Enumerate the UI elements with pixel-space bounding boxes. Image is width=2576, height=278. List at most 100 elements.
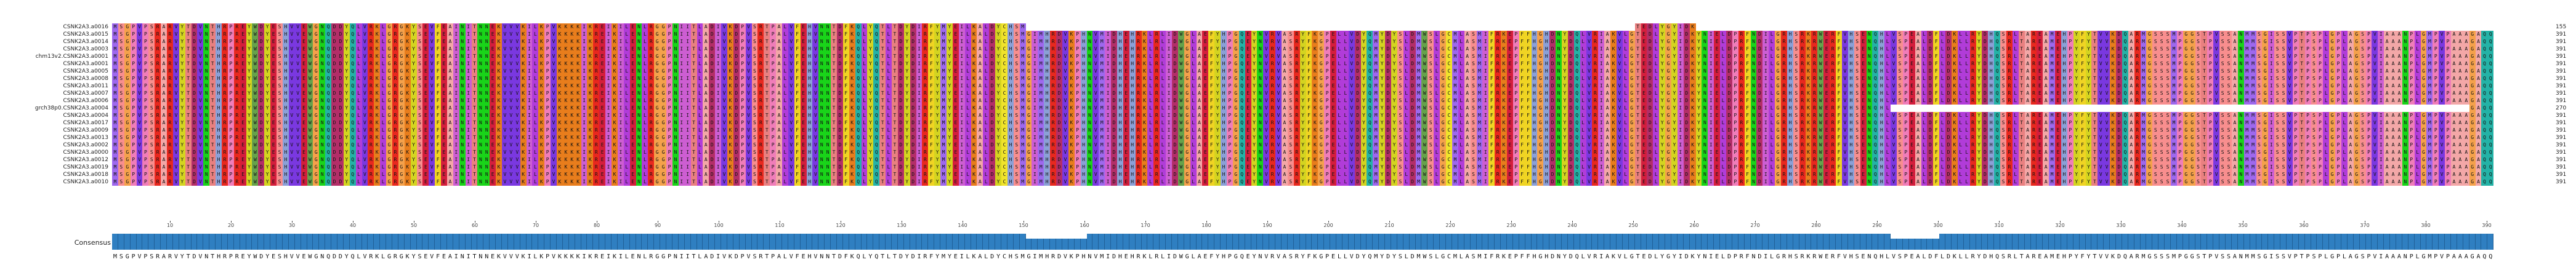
residue-cell[interactable]: I bbox=[1708, 31, 1714, 38]
residue-cell[interactable]: P bbox=[544, 38, 551, 46]
residue-cell[interactable]: R bbox=[1495, 97, 1501, 105]
residue-cell[interactable]: S bbox=[1896, 97, 1903, 105]
residue-cell[interactable]: R bbox=[1799, 68, 1806, 75]
residue-cell[interactable]: N bbox=[672, 38, 679, 46]
residue-cell[interactable]: I bbox=[916, 82, 923, 90]
residue-cell[interactable]: V bbox=[551, 82, 557, 90]
residue-cell[interactable]: N bbox=[319, 112, 326, 119]
residue-cell[interactable]: L bbox=[1342, 60, 1349, 68]
residue-cell[interactable]: E bbox=[301, 75, 307, 82]
residue-cell[interactable]: I bbox=[2268, 97, 2275, 105]
residue-cell[interactable]: S bbox=[2274, 90, 2281, 97]
residue-cell[interactable]: I bbox=[678, 90, 685, 97]
residue-cell[interactable] bbox=[1830, 23, 1836, 31]
residue-cell[interactable]: S bbox=[2152, 90, 2159, 97]
residue-cell[interactable]: V bbox=[1275, 97, 1282, 105]
residue-cell[interactable]: R bbox=[757, 112, 764, 119]
residue-cell[interactable] bbox=[1750, 23, 1757, 31]
residue-cell[interactable]: Y bbox=[947, 97, 953, 105]
residue-cell[interactable]: P bbox=[2176, 31, 2183, 38]
residue-cell[interactable]: K bbox=[568, 75, 575, 82]
residue-cell[interactable]: F bbox=[1525, 60, 1532, 68]
residue-cell[interactable]: A bbox=[776, 97, 782, 105]
residue-cell[interactable]: H bbox=[1878, 75, 1885, 82]
residue-cell[interactable] bbox=[1105, 23, 1112, 31]
residue-cell[interactable]: F bbox=[1306, 97, 1312, 105]
residue-cell[interactable]: I bbox=[453, 75, 459, 82]
residue-cell[interactable]: I bbox=[617, 97, 624, 105]
residue-cell[interactable]: S bbox=[118, 31, 124, 38]
residue-cell[interactable]: E bbox=[1202, 60, 1209, 68]
residue-cell[interactable]: V bbox=[2104, 82, 2110, 90]
residue-cell[interactable]: A bbox=[1915, 38, 1921, 46]
residue-cell[interactable]: K bbox=[496, 60, 502, 68]
residue-cell[interactable]: L bbox=[1336, 68, 1343, 75]
residue-cell[interactable]: E bbox=[629, 23, 636, 31]
residue-cell[interactable]: Y bbox=[410, 53, 417, 60]
residue-cell[interactable]: A bbox=[1196, 46, 1203, 53]
residue-cell[interactable]: P bbox=[2365, 90, 2372, 97]
residue-cell[interactable]: A bbox=[776, 105, 782, 112]
residue-cell[interactable]: Y bbox=[1379, 82, 1386, 90]
residue-cell[interactable]: R bbox=[922, 38, 929, 46]
residue-cell[interactable]: P bbox=[2176, 60, 2183, 68]
residue-cell[interactable]: P bbox=[2317, 68, 2324, 75]
residue-cell[interactable]: S bbox=[1854, 68, 1860, 75]
residue-cell[interactable]: G bbox=[1232, 38, 1239, 46]
residue-cell[interactable]: D bbox=[1567, 97, 1574, 105]
residue-cell[interactable]: P bbox=[770, 68, 777, 75]
residue-cell[interactable]: M bbox=[1452, 105, 1458, 112]
residue-cell[interactable]: V bbox=[507, 68, 514, 75]
residue-cell[interactable]: S bbox=[2256, 60, 2263, 68]
residue-cell[interactable]: D bbox=[258, 68, 265, 75]
residue-cell[interactable]: K bbox=[849, 90, 855, 97]
residue-cell[interactable]: Y bbox=[343, 60, 350, 68]
residue-cell[interactable]: R bbox=[1269, 97, 1276, 105]
residue-cell[interactable]: L bbox=[696, 75, 703, 82]
residue-cell[interactable]: G bbox=[660, 53, 667, 60]
residue-cell[interactable]: M bbox=[1019, 23, 1026, 31]
residue-cell[interactable]: D bbox=[337, 38, 344, 46]
residue-cell[interactable]: I bbox=[605, 90, 612, 97]
residue-cell[interactable]: G bbox=[1537, 97, 1544, 105]
residue-cell[interactable]: I bbox=[684, 97, 691, 105]
residue-cell[interactable]: T bbox=[892, 38, 898, 46]
residue-cell[interactable]: E bbox=[800, 38, 807, 46]
residue-cell[interactable]: A bbox=[2475, 60, 2482, 68]
residue-cell[interactable]: V bbox=[502, 31, 508, 38]
residue-cell[interactable]: G bbox=[1537, 68, 1544, 75]
residue-cell[interactable]: F bbox=[794, 68, 801, 75]
residue-cell[interactable]: D bbox=[1982, 97, 1989, 105]
residue-cell[interactable] bbox=[2250, 23, 2256, 31]
residue-cell[interactable]: L bbox=[1147, 60, 1154, 68]
residue-cell[interactable]: K bbox=[562, 68, 569, 75]
residue-cell[interactable]: N bbox=[1866, 82, 1873, 90]
residue-cell[interactable]: S bbox=[2359, 97, 2366, 105]
residue-cell[interactable]: H bbox=[1080, 90, 1087, 97]
residue-cell[interactable]: S bbox=[1470, 112, 1477, 119]
residue-cell[interactable]: I bbox=[916, 53, 923, 60]
residue-cell[interactable]: T bbox=[1634, 75, 1641, 82]
residue-cell[interactable]: E bbox=[2055, 38, 2061, 46]
residue-cell[interactable]: Y bbox=[995, 68, 1002, 75]
residue-cell[interactable]: V bbox=[502, 112, 508, 119]
residue-cell[interactable]: D bbox=[1171, 82, 1178, 90]
residue-cell[interactable]: K bbox=[612, 38, 618, 46]
residue-cell[interactable]: K bbox=[849, 75, 855, 82]
residue-cell[interactable]: M bbox=[2426, 31, 2433, 38]
residue-cell[interactable] bbox=[2195, 105, 2202, 112]
residue-cell[interactable]: S bbox=[2359, 82, 2366, 90]
residue-cell[interactable]: A bbox=[2463, 90, 2469, 97]
residue-cell[interactable]: G bbox=[654, 60, 661, 68]
residue-cell[interactable]: T bbox=[764, 82, 770, 90]
residue-cell[interactable]: K bbox=[557, 105, 563, 112]
residue-cell[interactable]: I bbox=[958, 97, 965, 105]
residue-cell[interactable]: P bbox=[1324, 82, 1331, 90]
residue-cell[interactable]: F bbox=[1744, 97, 1751, 105]
residue-cell[interactable]: G bbox=[2262, 46, 2269, 53]
residue-cell[interactable]: M bbox=[112, 68, 118, 75]
residue-cell[interactable]: L bbox=[1160, 60, 1166, 68]
residue-cell[interactable]: G bbox=[2329, 90, 2336, 97]
residue-cell[interactable]: K bbox=[496, 75, 502, 82]
residue-cell[interactable] bbox=[1933, 23, 1940, 31]
